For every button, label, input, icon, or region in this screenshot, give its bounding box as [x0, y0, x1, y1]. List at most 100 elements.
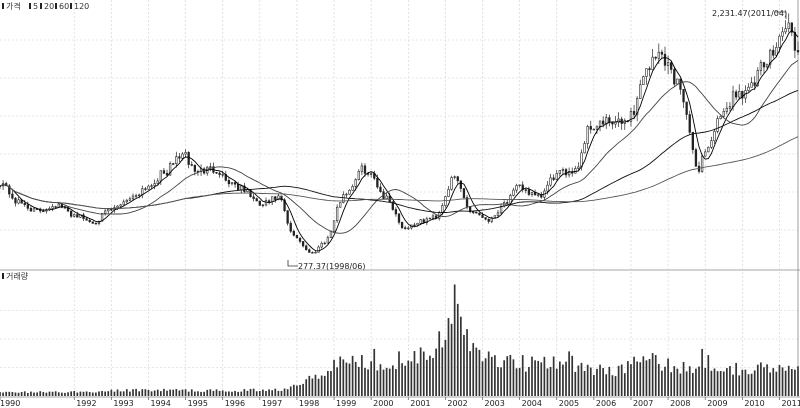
candle	[639, 79, 642, 99]
volume-bar	[280, 390, 283, 396]
candle	[691, 131, 694, 154]
candle-body	[685, 101, 688, 115]
candle	[14, 196, 17, 207]
candle	[688, 110, 691, 135]
candle-body	[394, 209, 398, 215]
candle-body	[651, 56, 654, 71]
candle-body	[586, 126, 589, 144]
candle	[685, 101, 688, 120]
candle	[589, 120, 592, 134]
candle	[707, 146, 710, 153]
volume-bar	[333, 359, 335, 396]
candle-body	[496, 212, 500, 217]
candle	[577, 162, 580, 171]
moving-average-lines	[0, 29, 799, 252]
volume-bar	[432, 358, 434, 396]
candle	[670, 61, 673, 74]
volume-bar	[534, 360, 536, 396]
volume-bar	[119, 391, 122, 396]
volume-bar	[181, 389, 184, 396]
volume-bar	[447, 318, 450, 396]
candle-body	[187, 152, 190, 165]
candle	[233, 180, 237, 188]
candle	[654, 56, 657, 61]
volume-bar	[738, 375, 741, 396]
candle	[178, 152, 181, 163]
volume-bar	[404, 365, 407, 396]
candle-body	[530, 192, 534, 195]
volume-bar	[91, 392, 94, 396]
candle	[243, 182, 246, 194]
volume-bar	[583, 370, 586, 396]
candle	[651, 49, 654, 71]
x-tick-label: 2000	[373, 399, 393, 408]
candle	[218, 171, 221, 178]
candle	[32, 207, 36, 212]
volume-bar	[713, 368, 716, 396]
candle-body	[153, 183, 156, 186]
volume-bar	[364, 367, 366, 396]
candle-body	[14, 197, 17, 204]
volume-bar	[153, 390, 156, 396]
volume-bar	[623, 373, 626, 396]
volume-bar	[224, 391, 227, 396]
candle-body	[592, 128, 596, 131]
candle-body	[670, 62, 673, 70]
volume-bar	[407, 360, 410, 396]
candle-body	[552, 177, 555, 180]
volume-bar	[691, 372, 694, 396]
candle-body	[642, 76, 645, 86]
volume-bar	[633, 356, 635, 396]
volume-bar	[178, 390, 181, 396]
volume-bar	[376, 370, 379, 396]
candle	[682, 88, 685, 108]
candle-body	[598, 120, 602, 128]
price-candles	[0, 13, 800, 254]
candle-body	[237, 183, 240, 191]
candle-body	[144, 188, 147, 190]
candle	[660, 49, 664, 59]
candle-body	[339, 202, 342, 208]
candle	[153, 179, 156, 190]
candle	[85, 217, 88, 221]
volume-bar	[735, 362, 737, 396]
volume-bar	[481, 361, 484, 396]
candle-body	[700, 155, 704, 172]
volume-bar	[435, 348, 437, 396]
candle	[558, 170, 561, 177]
candle	[413, 222, 416, 227]
candle-body	[332, 220, 336, 232]
candle-body	[85, 218, 88, 221]
volume-bar	[348, 363, 351, 396]
volume-bar	[608, 366, 611, 396]
volume-bar	[599, 364, 601, 396]
candle	[499, 203, 503, 215]
candle-body	[314, 251, 317, 254]
candle-body	[673, 69, 676, 85]
candle	[69, 210, 73, 218]
candle-body	[286, 210, 289, 224]
candle	[215, 172, 218, 175]
candle	[462, 188, 466, 200]
candle	[128, 196, 132, 202]
candle	[261, 204, 265, 208]
candle	[450, 175, 453, 191]
volume-bar	[5, 391, 8, 396]
volume-bar	[187, 391, 190, 396]
candle	[76, 211, 79, 218]
candle	[586, 124, 589, 149]
volume-bar	[209, 389, 212, 396]
candle-body	[407, 227, 410, 230]
candle-body	[499, 205, 503, 214]
volume-bar	[472, 343, 475, 396]
volume-bar	[339, 356, 342, 396]
candle-body	[645, 68, 648, 77]
candle	[323, 241, 326, 245]
volume-bar	[206, 389, 209, 396]
volume-bar	[42, 392, 45, 396]
candle	[230, 182, 234, 186]
candle-body	[561, 169, 565, 171]
volume-bar	[150, 391, 153, 396]
candle	[759, 59, 763, 76]
candle-body	[104, 210, 107, 214]
